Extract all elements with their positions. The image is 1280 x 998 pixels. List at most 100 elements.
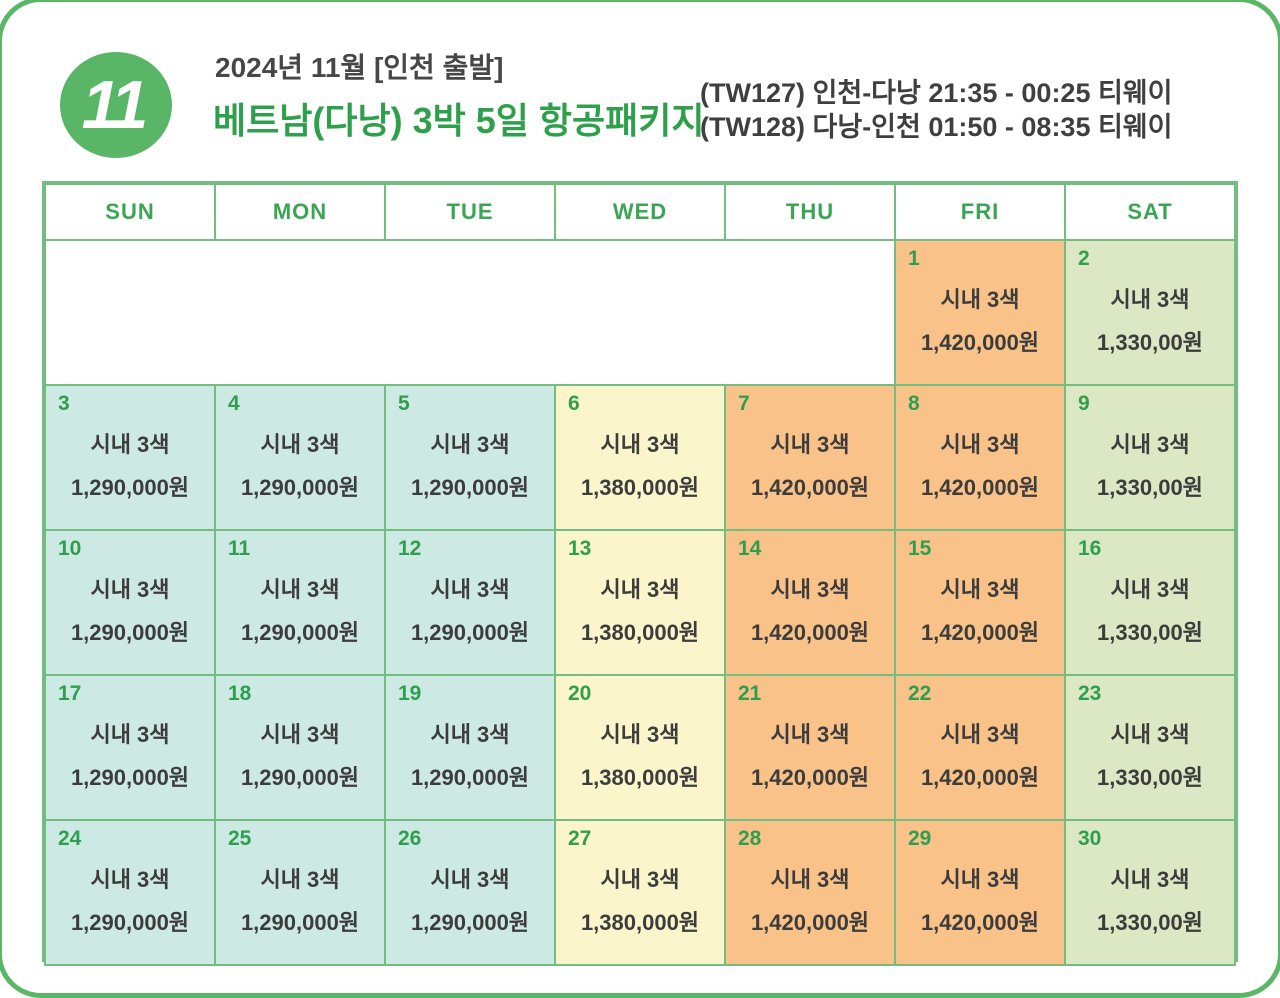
package-label: 시내 3색	[600, 866, 680, 892]
month-badge: 11	[60, 52, 172, 158]
day-number: 3	[58, 392, 70, 415]
package-label: 시내 3색	[1110, 866, 1190, 892]
day-cell-12: 12 시내 3색 1,290,000원	[384, 529, 556, 676]
package-price: 1,330,00원	[1097, 909, 1203, 935]
package-price: 1,290,000원	[410, 474, 530, 500]
day-cell-10: 10 시내 3색 1,290,000원	[44, 529, 216, 676]
day-number: 22	[908, 682, 932, 705]
day-number: 11	[228, 537, 251, 560]
package-price: 1,290,000원	[240, 909, 360, 935]
weekday-wed: WED	[554, 183, 726, 241]
day-cell-5: 5 시내 3색 1,290,000원	[384, 384, 556, 531]
package-label: 시내 3색	[430, 431, 510, 457]
flight-line-return: (TW128) 다낭-인천 01:50 - 08:35 티웨이	[700, 112, 1173, 142]
package-price: 1,330,00원	[1097, 764, 1203, 790]
package-label: 시내 3색	[260, 576, 340, 602]
package-price: 1,420,000원	[750, 764, 870, 790]
package-price: 1,420,000원	[920, 909, 1040, 935]
package-price: 1,420,000원	[750, 619, 870, 645]
package-price: 1,330,00원	[1097, 474, 1203, 500]
package-price: 1,290,000원	[410, 764, 530, 790]
package-price: 1,420,000원	[920, 764, 1040, 790]
package-label: 시내 3색	[940, 866, 1020, 892]
package-label: 시내 3색	[430, 866, 510, 892]
day-cell-29: 29 시내 3색 1,420,000원	[894, 819, 1066, 966]
day-number: 28	[738, 827, 762, 850]
day-number: 17	[58, 682, 82, 705]
package-price: 1,290,000원	[240, 474, 360, 500]
day-cell-23: 23 시내 3색 1,330,00원	[1064, 674, 1236, 821]
package-label: 시내 3색	[90, 866, 170, 892]
package-price: 1,290,000원	[70, 474, 190, 500]
calendar-week-row: 1 시내 3색 1,420,000원 2 시내 3색 1,330,00원	[44, 239, 1236, 386]
day-cell-27: 27 시내 3색 1,380,000원	[554, 819, 726, 966]
calendar-week-row: 24 시내 3색 1,290,000원 25 시내 3색 1,290,000원 26 시내 3…	[44, 819, 1236, 966]
package-price: 1,420,000원	[920, 329, 1040, 355]
day-number: 16	[1078, 537, 1102, 560]
day-number: 18	[228, 682, 252, 705]
calendar: SUN MON TUE WED THU FRI SAT 1 시내 3색 1,420,000원 2 시…	[42, 181, 1238, 966]
day-number: 23	[1078, 682, 1102, 705]
day-number: 8	[908, 392, 920, 415]
package-label: 시내 3색	[90, 431, 170, 457]
day-cell-14: 14 시내 3색 1,420,000원	[724, 529, 896, 676]
package-label: 시내 3색	[430, 576, 510, 602]
calendar-week-row: 3 시내 3색 1,290,000원 4 시내 3색 1,290,000원 5 시내 3색 1,…	[44, 384, 1236, 531]
day-number: 12	[398, 537, 422, 560]
day-cell-1: 1 시내 3색 1,420,000원	[894, 239, 1066, 386]
calendar-body: 1 시내 3색 1,420,000원 2 시내 3색 1,330,00원 3 시내 3색 1,2…	[44, 239, 1236, 966]
package-label: 시내 3색	[600, 576, 680, 602]
day-cell-18: 18 시내 3색 1,290,000원	[214, 674, 386, 821]
day-number: 29	[908, 827, 932, 850]
package-price: 1,420,000원	[750, 474, 870, 500]
calendar-week-row: 10 시내 3색 1,290,000원 11 시내 3색 1,290,000원 12 시내 3…	[44, 529, 1236, 676]
day-number: 10	[58, 537, 82, 560]
package-price: 1,290,000원	[240, 764, 360, 790]
day-cell-9: 9 시내 3색 1,330,00원	[1064, 384, 1236, 531]
weekday-thu: THU	[724, 183, 896, 241]
package-price: 1,420,000원	[920, 474, 1040, 500]
package-label: 시내 3색	[940, 431, 1020, 457]
package-label: 시내 3색	[260, 721, 340, 747]
day-number: 1	[908, 247, 920, 270]
day-cell-7: 7 시내 3색 1,420,000원	[724, 384, 896, 531]
package-label: 시내 3색	[260, 431, 340, 457]
day-cell-26: 26 시내 3색 1,290,000원	[384, 819, 556, 966]
day-number: 7	[738, 392, 750, 415]
package-label: 시내 3색	[1110, 721, 1190, 747]
package-price: 1,290,000원	[410, 909, 530, 935]
day-cell-22: 22 시내 3색 1,420,000원	[894, 674, 1066, 821]
package-price: 1,380,000원	[580, 764, 700, 790]
empty-cell	[44, 239, 896, 386]
package-label: 시내 3색	[770, 431, 850, 457]
day-number: 27	[568, 827, 592, 850]
day-cell-20: 20 시내 3색 1,380,000원	[554, 674, 726, 821]
package-label: 시내 3색	[430, 721, 510, 747]
weekday-sun: SUN	[44, 183, 216, 241]
day-number: 19	[398, 682, 422, 705]
package-label: 시내 3색	[1110, 431, 1190, 457]
day-number: 5	[398, 392, 410, 415]
package-price: 1,380,000원	[580, 474, 700, 500]
day-number: 2	[1078, 247, 1090, 270]
package-price: 1,290,000원	[410, 619, 530, 645]
day-number: 26	[398, 827, 422, 850]
package-label: 시내 3색	[770, 576, 850, 602]
weekday-fri: FRI	[894, 183, 1066, 241]
day-cell-15: 15 시내 3색 1,420,000원	[894, 529, 1066, 676]
day-cell-3: 3 시내 3색 1,290,000원	[44, 384, 216, 531]
package-price: 1,420,000원	[750, 909, 870, 935]
day-number: 20	[568, 682, 592, 705]
day-number: 15	[908, 537, 932, 560]
package-price: 1,290,000원	[70, 909, 190, 935]
day-cell-11: 11 시내 3색 1,290,000원	[214, 529, 386, 676]
package-label: 시내 3색	[600, 721, 680, 747]
package-label: 시내 3색	[90, 721, 170, 747]
package-price: 1,330,00원	[1097, 329, 1203, 355]
day-cell-6: 6 시내 3색 1,380,000원	[554, 384, 726, 531]
day-number: 25	[228, 827, 252, 850]
page-title: 베트남(다낭) 3박 5일 항공패키지	[213, 100, 705, 141]
package-price: 1,380,000원	[580, 619, 700, 645]
package-label: 시내 3색	[770, 721, 850, 747]
day-cell-30: 30 시내 3색 1,330,00원	[1064, 819, 1236, 966]
